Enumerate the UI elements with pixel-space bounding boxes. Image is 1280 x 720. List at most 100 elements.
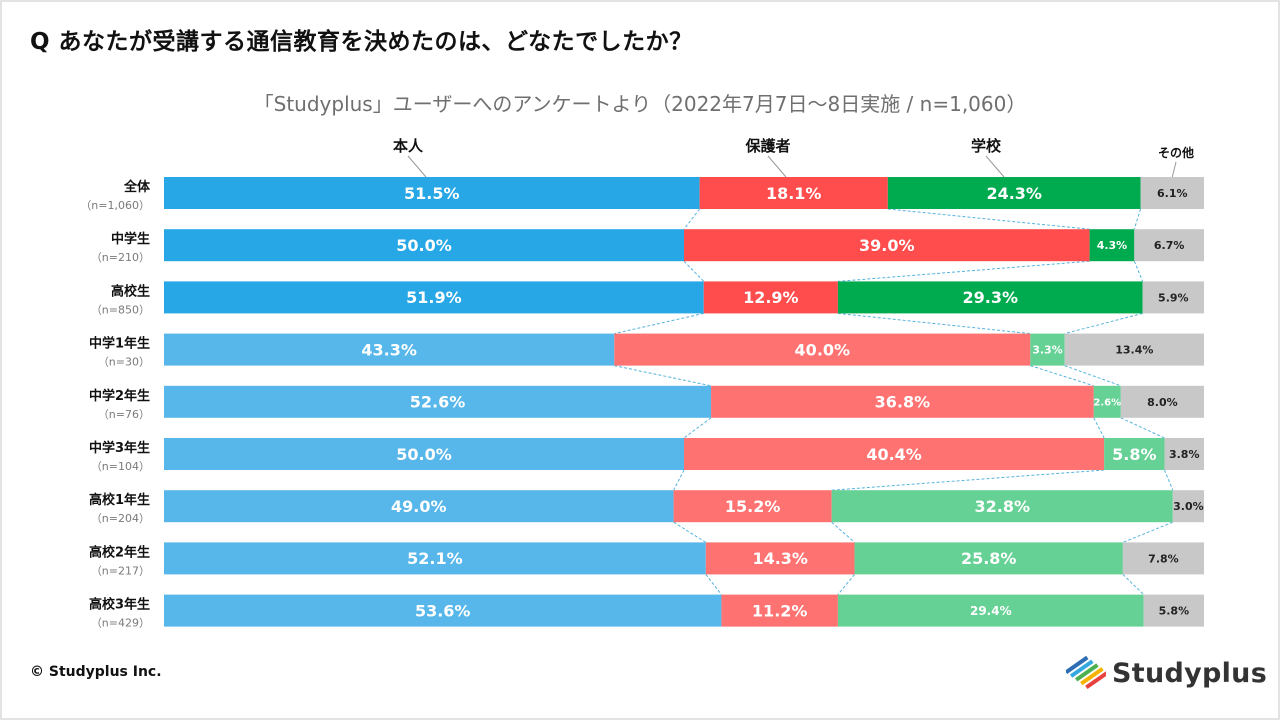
data-label: 51.9%	[406, 288, 462, 307]
category-n-label: （n=850）	[91, 303, 150, 316]
category-n-label: （n=76）	[98, 408, 150, 421]
bar-segment	[854, 542, 1123, 575]
bar-segment	[705, 542, 855, 575]
data-label: 50.0%	[396, 236, 452, 255]
bar-segment	[721, 594, 838, 627]
category-n-label: （n=204）	[91, 512, 150, 525]
bar-segment	[164, 438, 684, 470]
category-label: 中学生	[111, 231, 150, 247]
connector-line	[673, 469, 685, 491]
data-label: 32.8%	[974, 497, 1030, 516]
bar-segment	[1104, 438, 1165, 470]
data-label: 29.4%	[970, 604, 1012, 618]
data-label: 15.2%	[725, 497, 781, 516]
bar-segment	[164, 281, 704, 314]
data-label: 11.2%	[752, 601, 808, 620]
studyplus-logo-icon	[1066, 655, 1106, 690]
bar-segment	[614, 333, 1031, 366]
connector-line	[1093, 417, 1105, 439]
category-n-label: （n=104）	[91, 460, 150, 473]
series-leader-line	[1171, 161, 1177, 178]
chart-subtitle: 「Studyplus」ユーザーへのアンケートより（2022年7月7日～8日実施 …	[253, 92, 1027, 116]
question-title: Q あなたが受講する通信教育を決めたのは、どなたでしたか？	[30, 29, 693, 55]
data-label: 25.8%	[961, 549, 1017, 568]
connector-line	[837, 260, 1090, 282]
bar-segment	[684, 229, 1090, 262]
category-n-label: （n=429）	[91, 617, 150, 630]
bar-segment	[837, 281, 1143, 314]
connector-line	[1064, 365, 1121, 387]
data-label: 5.8%	[1159, 605, 1190, 618]
data-label: 3.3%	[1032, 344, 1063, 357]
category-n-label: （n=210）	[91, 251, 150, 264]
data-label: 6.1%	[1157, 187, 1188, 200]
category-label: 高校3年生	[89, 597, 150, 613]
series-leader-line	[767, 155, 787, 178]
series-leader-line	[985, 155, 1005, 178]
category-label: 中学2年生	[89, 388, 150, 404]
connector-line	[1122, 521, 1173, 543]
category-label: 高校2年生	[89, 544, 150, 560]
data-label: 43.3%	[361, 340, 417, 359]
data-label: 5.9%	[1158, 291, 1189, 304]
category-label: 高校1年生	[89, 492, 150, 508]
copyright-text: © Studyplus Inc.	[30, 664, 162, 680]
series-label: 保護者	[744, 137, 790, 155]
bar-segment	[673, 490, 832, 523]
data-label: 53.6%	[415, 601, 471, 620]
connector-line	[683, 260, 705, 282]
bar-segment	[1164, 438, 1204, 470]
series-label: 学校	[971, 137, 1002, 155]
category-n-label: （n=1,060）	[80, 199, 150, 212]
connector-line	[837, 574, 855, 595]
bar-segment	[1030, 333, 1065, 366]
connector-line	[705, 574, 722, 595]
data-label: 3.8%	[1169, 448, 1200, 461]
bar-segment	[699, 177, 888, 209]
bar-segment	[164, 333, 615, 366]
connector-line	[1064, 312, 1143, 335]
bar-segment	[1089, 229, 1135, 262]
bar-segment	[1134, 229, 1204, 262]
category-n-label: （n=30）	[98, 356, 150, 369]
bar-segment	[1064, 333, 1204, 366]
data-label: 3.0%	[1173, 500, 1204, 513]
data-label: 40.0%	[795, 340, 851, 359]
data-label: 29.3%	[963, 288, 1019, 307]
bar-segment	[831, 490, 1173, 523]
bar-segment	[164, 594, 722, 627]
data-label: 12.9%	[743, 288, 799, 307]
series-label: 本人	[393, 137, 424, 155]
bar-segment	[164, 385, 712, 418]
data-label: 50.0%	[396, 445, 452, 464]
data-label: 52.6%	[410, 393, 466, 412]
connector-line	[831, 469, 1105, 491]
data-label: 6.7%	[1154, 239, 1185, 252]
data-label: 24.3%	[986, 184, 1042, 203]
connector-line	[1122, 574, 1145, 595]
series-leader-line	[407, 155, 427, 178]
connector-line	[1133, 208, 1142, 230]
connector-line	[1120, 417, 1165, 439]
connector-line	[1133, 261, 1144, 282]
data-label: 4.3%	[1097, 239, 1128, 252]
category-label: 中学1年生	[89, 336, 150, 352]
series-label: その他	[1158, 145, 1194, 160]
data-label: 7.8%	[1148, 552, 1179, 565]
studyplus-logo: Studyplus	[1066, 652, 1267, 694]
bar-segment	[164, 542, 706, 575]
bar-segment	[887, 177, 1141, 209]
category-n-label: （n=217）	[91, 564, 150, 577]
bar-segment	[1142, 281, 1204, 314]
bar-segment	[1122, 542, 1204, 575]
bar-segment	[1120, 385, 1204, 418]
connector-line	[1164, 469, 1174, 491]
bar-segment	[703, 281, 838, 314]
bar-segment	[1140, 177, 1204, 209]
data-label: 39.0%	[859, 236, 915, 255]
bar-segment	[164, 229, 684, 262]
data-label: 40.4%	[866, 445, 922, 464]
bar-segment	[1093, 385, 1121, 418]
connector-line	[683, 417, 712, 439]
